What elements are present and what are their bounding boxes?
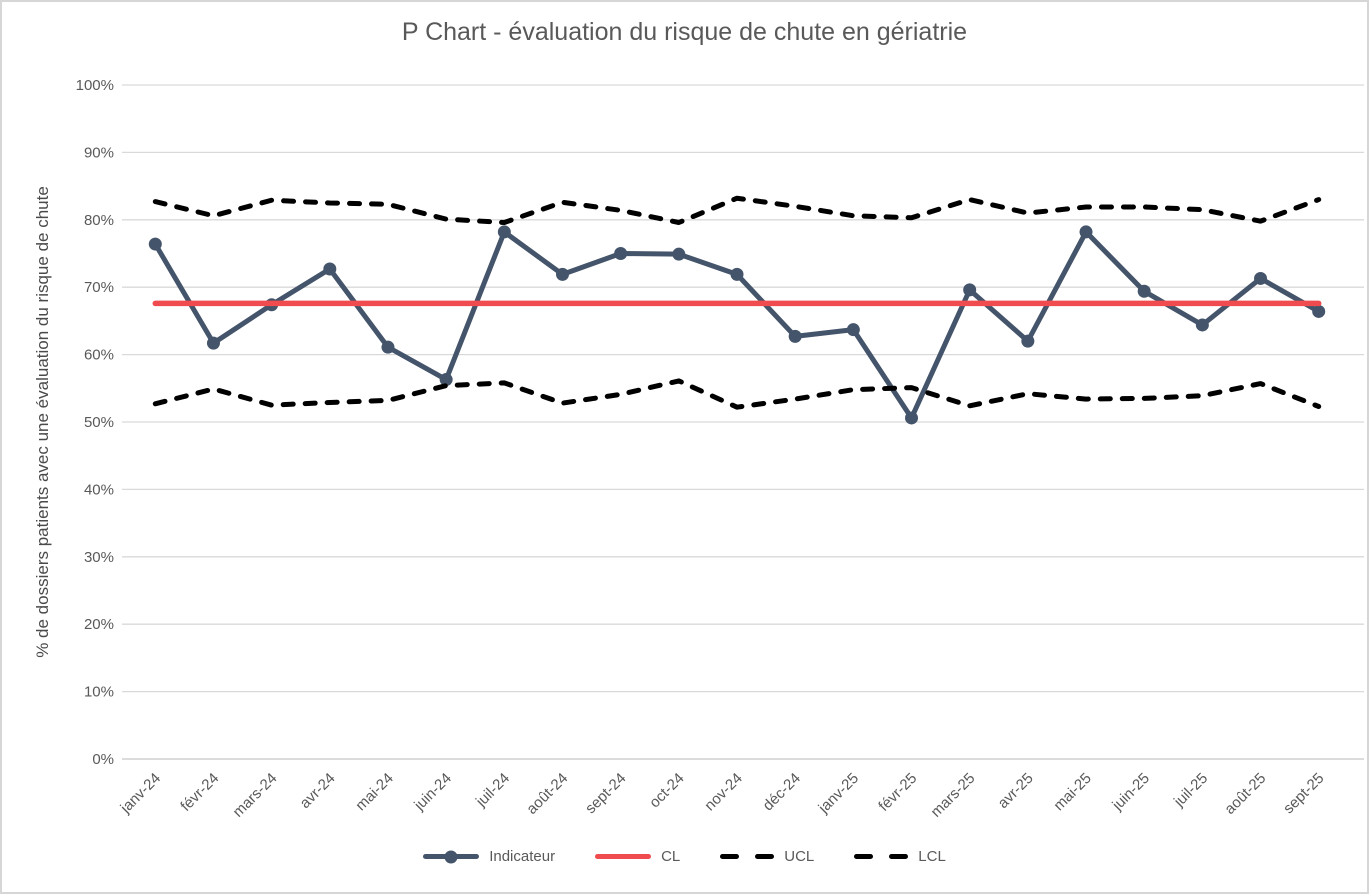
series-lcl: [152, 378, 1322, 410]
x-tick-label: janv-25: [815, 770, 863, 818]
data-point-marker: [206, 336, 220, 350]
data-point-marker: [381, 340, 395, 354]
x-tick-label: déc-24: [760, 770, 804, 814]
x-tick-label: nov-24: [701, 770, 745, 814]
data-point-marker: [148, 237, 162, 251]
legend-item-indicateur: Indicateur: [423, 848, 555, 865]
y-tick-label: 20%: [84, 616, 114, 633]
series-indicateur: [148, 225, 1326, 425]
x-tick-label: juin-25: [1108, 770, 1153, 815]
x-tick-label: févr-24: [177, 770, 222, 815]
legend-label-cl: CL: [661, 848, 681, 865]
data-point-marker: [614, 247, 628, 260]
legend-dashed-line-sample: [854, 854, 909, 859]
data-point-marker: [905, 411, 919, 425]
y-axis-labels: 0% 10% 20% 30% 40% 50% 60% 70% 80% 90% 100%: [76, 77, 114, 768]
data-point-marker: [1195, 318, 1209, 332]
data-point-marker: [1021, 334, 1035, 348]
legend-label-lcl: LCL: [918, 848, 946, 865]
x-tick-label: sept-24: [582, 770, 629, 817]
x-tick-label: sept-25: [1280, 770, 1327, 817]
legend-line-sample: [423, 850, 480, 863]
x-tick-label: août-24: [523, 770, 571, 818]
y-tick-label: 50%: [84, 414, 114, 431]
x-axis-labels: janv-24 févr-24 mars-24 avr-24 mai-24 juin-24…: [117, 770, 1328, 821]
data-point-marker: [672, 247, 686, 261]
legend-item-lcl: LCL: [854, 848, 946, 865]
data-point-marker: [730, 267, 744, 281]
legend-line-sample: [595, 854, 652, 859]
legend-label-ucl: UCL: [784, 848, 815, 865]
legend-item-ucl: UCL: [720, 848, 814, 865]
y-tick-label: 10%: [84, 684, 114, 701]
x-tick-label: juil-24: [472, 770, 513, 811]
y-tick-label: 100%: [76, 77, 114, 94]
data-point-marker: [439, 373, 453, 387]
data-point-marker: [1137, 284, 1151, 298]
x-tick-label: mai-25: [1050, 770, 1094, 814]
legend-marker-dot: [444, 850, 458, 863]
y-tick-label: 30%: [84, 549, 114, 566]
y-tick-label: 90%: [84, 144, 114, 161]
x-tick-label: oct-24: [646, 770, 688, 812]
data-point-marker: [963, 283, 977, 297]
legend-dashed-line-sample: [720, 854, 775, 859]
data-point-marker: [1312, 304, 1326, 318]
x-tick-label: août-25: [1221, 770, 1269, 818]
data-point-marker: [323, 262, 337, 276]
x-tick-label: avr-24: [297, 770, 339, 812]
x-tick-label: mars-25: [928, 770, 979, 821]
legend-label-indicateur: Indicateur: [489, 848, 556, 865]
series-ucl: [152, 195, 1322, 225]
data-point-marker: [497, 225, 511, 239]
data-point-marker: [788, 329, 802, 343]
y-tick-label: 60%: [84, 347, 114, 364]
y-tick-label: 80%: [84, 212, 114, 229]
y-tick-label: 0%: [92, 751, 114, 768]
x-tick-label: avr-25: [995, 770, 1037, 812]
y-tick-label: 40%: [84, 481, 114, 498]
data-point-marker: [555, 267, 569, 281]
x-tick-label: juin-24: [410, 770, 455, 815]
chart-title: P Chart - évaluation du risque de chute …: [401, 18, 968, 46]
data-point-marker: [1079, 225, 1093, 239]
y-tick-label: 70%: [84, 279, 114, 296]
x-tick-label: juil-25: [1170, 770, 1211, 811]
gridlines: [122, 84, 1364, 760]
x-tick-label: janv-24: [117, 770, 165, 818]
x-tick-label: févr-25: [875, 770, 920, 815]
data-point-marker: [1254, 271, 1268, 285]
x-tick-label: mai-24: [352, 770, 396, 814]
x-tick-label: mars-24: [230, 770, 281, 821]
legend: Indicateur CL UCL LCL: [2, 848, 1367, 865]
data-point-marker: [846, 323, 860, 337]
legend-item-cl: CL: [595, 848, 680, 865]
